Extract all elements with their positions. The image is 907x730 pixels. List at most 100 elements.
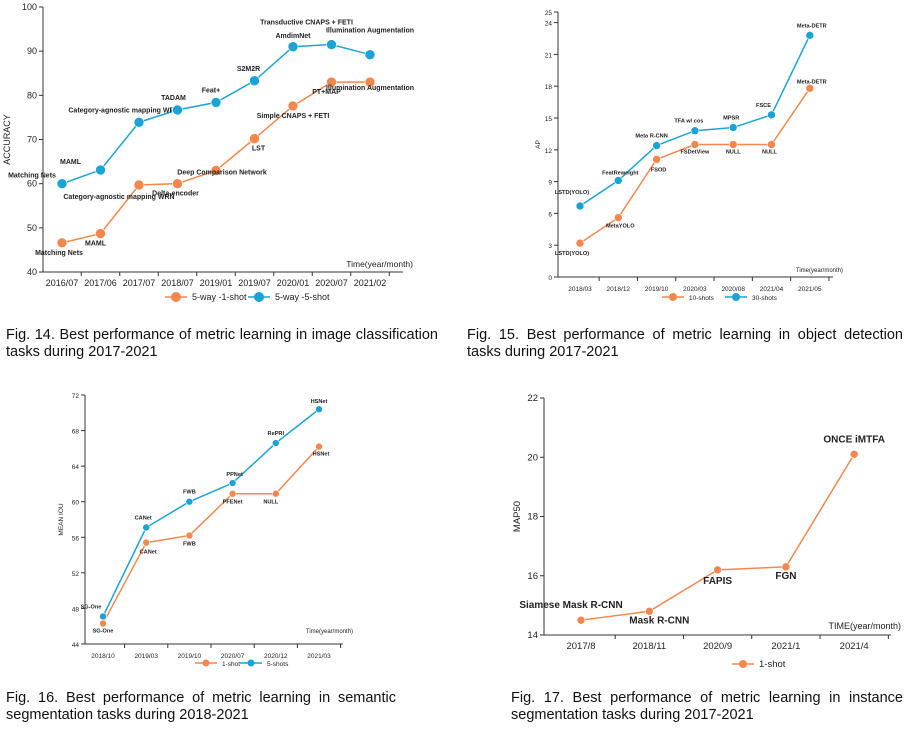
- legend-label: 5-way -1-shot: [192, 292, 247, 302]
- data-point-1-shot: [271, 489, 280, 498]
- legend-label: 1-shot: [759, 659, 786, 670]
- data-point-10-shots: [575, 238, 585, 248]
- data-label: HSNet: [313, 452, 330, 458]
- data-point-1-shot: [576, 615, 586, 625]
- x-axis-title: Time(year/month): [796, 268, 843, 274]
- data-point-30-shots: [652, 141, 661, 150]
- data-point-5-shots: [142, 523, 150, 532]
- data-label: Meta-DETR: [797, 23, 827, 29]
- data-label: TFA w/ cos: [674, 119, 703, 125]
- x-tick-label: 2020/9: [703, 641, 732, 652]
- data-point-5-way -1-shot: [287, 100, 299, 112]
- data-point-10-shots: [690, 140, 700, 149]
- series-line-1-shot: [102, 446, 320, 624]
- data-point-5-way -5-shot: [249, 75, 260, 87]
- y-tick-label: 70: [27, 135, 37, 145]
- series-line-10-shots: [579, 87, 811, 244]
- data-point-10-shots: [652, 155, 661, 164]
- x-tick-label: 2018/11: [632, 641, 666, 652]
- data-label: LSTD(YOLO): [555, 251, 589, 257]
- data-label: FAPIS: [703, 576, 732, 587]
- data-point-5-way -5-shot: [287, 41, 299, 53]
- data-point-5-way -5-shot: [364, 49, 376, 61]
- legend-marker: [732, 293, 740, 301]
- data-point-5-way -1-shot: [133, 179, 145, 191]
- data-label: ONCE iMTFA: [823, 434, 885, 445]
- data-point-30-shots: [575, 201, 585, 211]
- data-label: PPNet: [226, 472, 243, 478]
- data-point-30-shots: [805, 31, 815, 40]
- x-tick-label: 2021/05: [798, 286, 822, 293]
- data-label: Delta-encoder: [152, 191, 199, 198]
- data-label: MPSR: [723, 116, 739, 122]
- data-label: LSTD(YOLO): [555, 190, 589, 196]
- y-tick-label: 80: [27, 90, 37, 100]
- data-label: NULL: [263, 500, 278, 506]
- fig14-panel: 40 50 60 70 80 90 100 2016/07 2017/06 2017/07 2018…: [0, 0, 455, 325]
- data-point-10-shots: [767, 140, 776, 149]
- data-label: FWB: [183, 490, 196, 496]
- data-label: AmdimNet: [275, 33, 311, 40]
- y-tick-label: 20: [527, 452, 538, 463]
- data-label: Siamese Mask R-CNN: [519, 600, 622, 611]
- fig15-panel: 0 3 6 9 12 15 18 21 24 25 2018/03 2018/12 2019/10 202…: [455, 0, 907, 325]
- data-point-10-shots: [805, 84, 815, 93]
- data-point-5-shots: [185, 497, 194, 506]
- y-tick-label: 64: [72, 464, 80, 471]
- data-label: Matching Nets: [8, 173, 56, 180]
- data-point-10-shots: [728, 140, 738, 149]
- data-label: FGN: [775, 571, 796, 582]
- legend-marker: [739, 660, 747, 668]
- y-tick-label: 90: [27, 46, 37, 56]
- fig15-chart: 0 3 6 9 12 15 18 21 24 25 2018/03 2018/12 2019/10 202…: [535, 10, 843, 302]
- y-tick-label: 60: [72, 500, 80, 507]
- data-point-5-way -1-shot: [56, 237, 68, 249]
- data-point-5-shots: [315, 405, 323, 414]
- fig17-chart: 14 16 18 20 22 2017/8 2018/11 2020/9 2021/1 2021/…: [512, 393, 901, 670]
- y-tick-label: 25: [545, 10, 553, 17]
- data-label: Mask R-CNN: [629, 615, 689, 626]
- data-label: Deep Comparison Network: [177, 169, 267, 176]
- fig17-caption: Fig. 17. Best performance of metric lear…: [511, 690, 903, 723]
- legend-marker: [171, 292, 181, 302]
- data-label: NULL: [726, 150, 741, 156]
- x-tick-label: 2019/07: [238, 278, 271, 288]
- data-point-5-way -1-shot: [172, 178, 183, 189]
- y-tick-label: 60: [27, 179, 37, 189]
- y-axis-title: AP: [535, 140, 542, 149]
- data-label: CANet: [140, 550, 157, 556]
- data-label: PT+MAP: [312, 89, 341, 96]
- x-tick-label: 2021/04: [760, 286, 784, 293]
- data-point-5-way -5-shot: [326, 39, 337, 50]
- y-tick-label: 48: [72, 606, 80, 613]
- data-label: Category-agnostic mapping WRN: [63, 194, 174, 201]
- data-label: RePRI: [268, 431, 285, 437]
- x-tick-label: 2017/07: [123, 278, 156, 288]
- data-point-5-shots: [99, 612, 107, 621]
- data-label: PFENet: [223, 500, 243, 506]
- legend-label: 10-shots: [689, 295, 715, 302]
- y-tick-label: 72: [72, 393, 80, 400]
- x-tick-label: 2021/02: [354, 278, 387, 288]
- data-label: Illumination Augmentation: [326, 85, 414, 92]
- y-tick-label: 14: [527, 630, 538, 641]
- fig14-caption: Fig. 14. Best performance of metric lear…: [6, 327, 438, 360]
- data-label: MAML: [85, 241, 107, 248]
- fig16-chart: 44 48 52 56 60 64 68 72 2018/10 2019/03 2019/10 202…: [58, 393, 353, 668]
- x-tick-label: 2019/10: [645, 286, 669, 293]
- y-tick-label: 52: [72, 571, 80, 578]
- x-tick-label: 2017/06: [84, 278, 117, 288]
- y-tick-label: 50: [27, 223, 37, 233]
- data-point-30-shots: [614, 176, 623, 185]
- legend-label: 5-way -5-shot: [275, 292, 330, 302]
- data-label: LST: [252, 146, 266, 153]
- fig16-caption: Fig. 16. Best performance of metric lear…: [6, 690, 396, 723]
- data-label: TADAM: [161, 95, 186, 102]
- data-label: SG-One: [81, 604, 102, 610]
- x-tick-label: 2020/08: [721, 286, 745, 293]
- data-point-10-shots: [614, 213, 623, 222]
- data-label: Matching Nets: [35, 250, 83, 257]
- y-tick-label: 9: [548, 180, 552, 187]
- x-tick-label: 2018/12: [607, 286, 631, 293]
- x-tick-label: 2018/10: [91, 653, 115, 660]
